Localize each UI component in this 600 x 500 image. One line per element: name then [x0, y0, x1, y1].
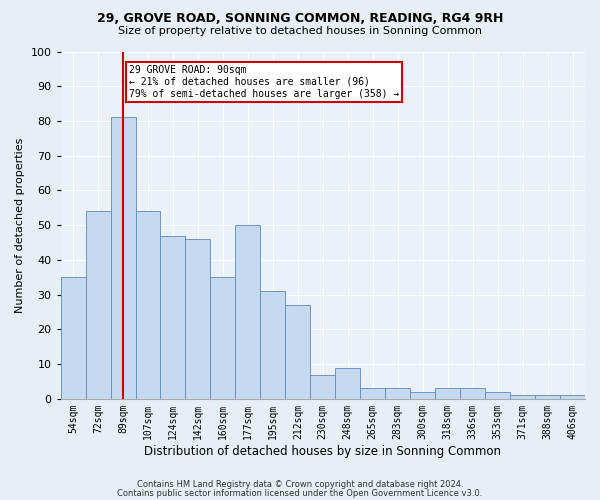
Bar: [185, 239, 211, 399]
Bar: [435, 388, 460, 399]
Bar: [61, 278, 86, 399]
Bar: [235, 225, 260, 399]
Bar: [385, 388, 410, 399]
Y-axis label: Number of detached properties: Number of detached properties: [15, 138, 25, 313]
Bar: [360, 388, 385, 399]
Bar: [110, 118, 136, 399]
Text: Size of property relative to detached houses in Sonning Common: Size of property relative to detached ho…: [118, 26, 482, 36]
Bar: [535, 396, 560, 399]
Bar: [86, 212, 110, 399]
Bar: [510, 396, 535, 399]
Bar: [136, 212, 160, 399]
Bar: [485, 392, 510, 399]
Bar: [260, 291, 286, 399]
X-axis label: Distribution of detached houses by size in Sonning Common: Distribution of detached houses by size …: [144, 444, 501, 458]
Text: Contains HM Land Registry data © Crown copyright and database right 2024.: Contains HM Land Registry data © Crown c…: [137, 480, 463, 489]
Text: Contains public sector information licensed under the Open Government Licence v3: Contains public sector information licen…: [118, 488, 482, 498]
Bar: [335, 368, 360, 399]
Bar: [160, 236, 185, 399]
Bar: [460, 388, 485, 399]
Bar: [410, 392, 435, 399]
Bar: [560, 396, 585, 399]
Text: 29, GROVE ROAD, SONNING COMMON, READING, RG4 9RH: 29, GROVE ROAD, SONNING COMMON, READING,…: [97, 12, 503, 26]
Bar: [310, 374, 335, 399]
Bar: [211, 278, 235, 399]
Text: 29 GROVE ROAD: 90sqm
← 21% of detached houses are smaller (96)
79% of semi-detac: 29 GROVE ROAD: 90sqm ← 21% of detached h…: [129, 66, 400, 98]
Bar: [286, 305, 310, 399]
